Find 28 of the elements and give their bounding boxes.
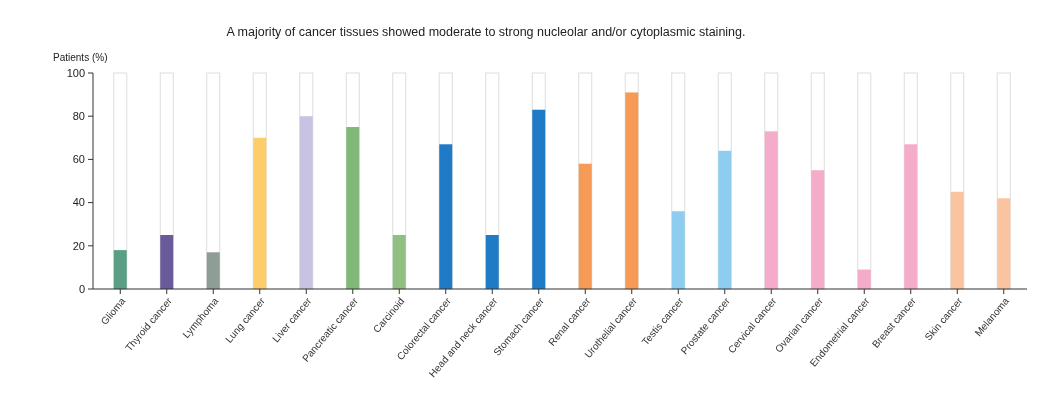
y-tick-label: 40 <box>72 196 85 209</box>
bar <box>904 144 918 289</box>
bar <box>764 131 778 289</box>
bar <box>857 269 871 289</box>
bar <box>578 163 592 289</box>
y-tick-label: 20 <box>72 239 85 252</box>
bar <box>206 252 220 289</box>
y-tick-label: 60 <box>72 153 85 166</box>
bar <box>671 211 685 289</box>
bar <box>532 109 546 289</box>
bar <box>950 191 964 289</box>
bar <box>718 150 732 289</box>
y-tick-label: 80 <box>72 110 85 123</box>
y-tick-label: 0 <box>78 282 85 295</box>
bar <box>346 127 360 289</box>
bar <box>625 92 639 289</box>
bar <box>439 144 453 289</box>
chart-title: A majority of cancer tissues showed moderate to strong nucleolar and/or cytoplasmic staining. <box>226 25 746 39</box>
bar <box>160 235 174 289</box>
bar <box>253 137 267 289</box>
y-tick-label: 100 <box>66 66 85 79</box>
bar <box>113 250 127 289</box>
bar <box>299 116 313 289</box>
bar <box>485 235 499 289</box>
y-axis-title: Patients (%) <box>53 52 108 63</box>
bar <box>811 170 825 289</box>
bar <box>997 198 1011 289</box>
bar <box>392 235 406 289</box>
